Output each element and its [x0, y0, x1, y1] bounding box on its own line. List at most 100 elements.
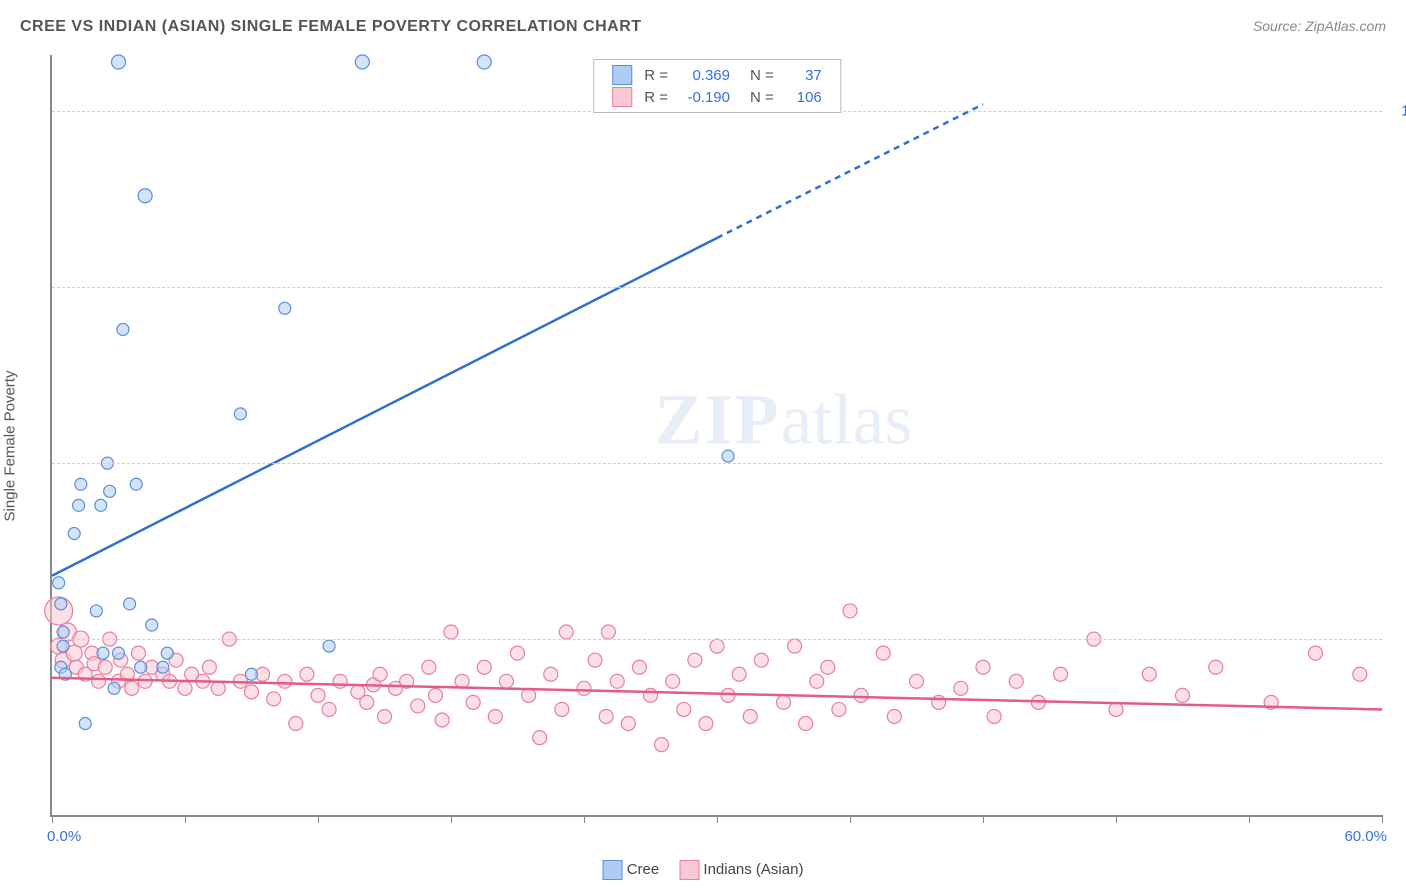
data-point — [279, 302, 291, 314]
data-point — [577, 681, 591, 695]
legend-n-value: 106 — [780, 86, 828, 108]
data-point — [355, 55, 369, 69]
x-tick — [1116, 815, 1117, 823]
data-point — [75, 478, 87, 490]
data-point — [68, 528, 80, 540]
legend-label: Indians (Asian) — [703, 861, 803, 878]
legend-r-value: 0.369 — [674, 64, 736, 86]
data-point — [754, 653, 768, 667]
data-point — [161, 647, 173, 659]
legend-swatch — [612, 65, 632, 85]
data-point — [601, 625, 615, 639]
data-point — [666, 674, 680, 688]
data-point — [954, 681, 968, 695]
data-point — [300, 667, 314, 681]
data-point — [202, 660, 216, 674]
legend-item: Indians (Asian) — [679, 860, 803, 880]
y-axis-label: Single Female Poverty — [2, 371, 19, 522]
data-point — [278, 674, 292, 688]
data-point — [1309, 646, 1323, 660]
correlation-legend: R = 0.369 N = 37 R = -0.190 N = 106 — [593, 59, 841, 113]
data-point — [976, 660, 990, 674]
data-point — [130, 478, 142, 490]
data-point — [311, 688, 325, 702]
data-point — [987, 709, 1001, 723]
data-point — [1009, 674, 1023, 688]
data-point — [178, 681, 192, 695]
data-point — [588, 653, 602, 667]
data-point — [821, 660, 835, 674]
legend-n-value: 37 — [780, 64, 828, 86]
data-point — [92, 674, 106, 688]
data-point — [743, 709, 757, 723]
data-point — [211, 681, 225, 695]
data-point — [632, 660, 646, 674]
data-point — [466, 695, 480, 709]
data-point — [333, 674, 347, 688]
data-point — [98, 660, 112, 674]
data-point — [854, 688, 868, 702]
data-point — [1209, 660, 1223, 674]
data-point — [267, 692, 281, 706]
data-point — [843, 604, 857, 618]
data-point — [477, 55, 491, 69]
data-point — [131, 646, 145, 660]
legend-swatch — [679, 860, 699, 880]
data-point — [677, 702, 691, 716]
data-point — [1109, 702, 1123, 716]
gridline — [52, 463, 1382, 464]
data-point — [245, 685, 259, 699]
data-point — [721, 688, 735, 702]
x-tick — [318, 815, 319, 823]
data-point — [157, 661, 169, 673]
legend-label: Cree — [627, 861, 660, 878]
y-tick-label: 25.0% — [1392, 631, 1406, 648]
data-point — [117, 323, 129, 335]
legend-r-value: -0.190 — [674, 86, 736, 108]
data-point — [422, 660, 436, 674]
data-point — [932, 695, 946, 709]
x-tick — [983, 815, 984, 823]
data-point — [477, 660, 491, 674]
data-point — [788, 639, 802, 653]
data-point — [125, 681, 139, 695]
data-point — [57, 640, 69, 652]
data-point — [378, 709, 392, 723]
data-point — [289, 717, 303, 731]
legend-swatch — [603, 860, 623, 880]
legend-item: Cree — [603, 860, 660, 880]
gridline — [52, 639, 1382, 640]
data-point — [113, 647, 125, 659]
data-point — [910, 674, 924, 688]
legend-r-label: R = — [638, 64, 674, 86]
x-tick — [52, 815, 53, 823]
legend-r-label: R = — [638, 86, 674, 108]
scatter-svg — [52, 55, 1382, 815]
x-tick — [850, 815, 851, 823]
data-point — [710, 639, 724, 653]
data-point — [138, 189, 152, 203]
data-point — [373, 667, 387, 681]
data-point — [234, 408, 246, 420]
x-tick — [451, 815, 452, 823]
data-point — [95, 499, 107, 511]
data-point — [777, 695, 791, 709]
gridline — [52, 287, 1382, 288]
data-point — [559, 625, 573, 639]
data-point — [1353, 667, 1367, 681]
data-point — [112, 55, 126, 69]
data-point — [799, 717, 813, 731]
data-point — [876, 646, 890, 660]
data-point — [146, 619, 158, 631]
data-point — [57, 626, 69, 638]
legend-n-label: N = — [736, 86, 780, 108]
data-point — [488, 709, 502, 723]
data-point — [511, 646, 525, 660]
x-tick — [1249, 815, 1250, 823]
data-point — [722, 450, 734, 462]
data-point — [533, 731, 547, 745]
data-point — [1054, 667, 1068, 681]
data-point — [53, 577, 65, 589]
y-tick-label: 100.0% — [1392, 103, 1406, 120]
x-tick-label: 60.0% — [1344, 828, 1387, 845]
